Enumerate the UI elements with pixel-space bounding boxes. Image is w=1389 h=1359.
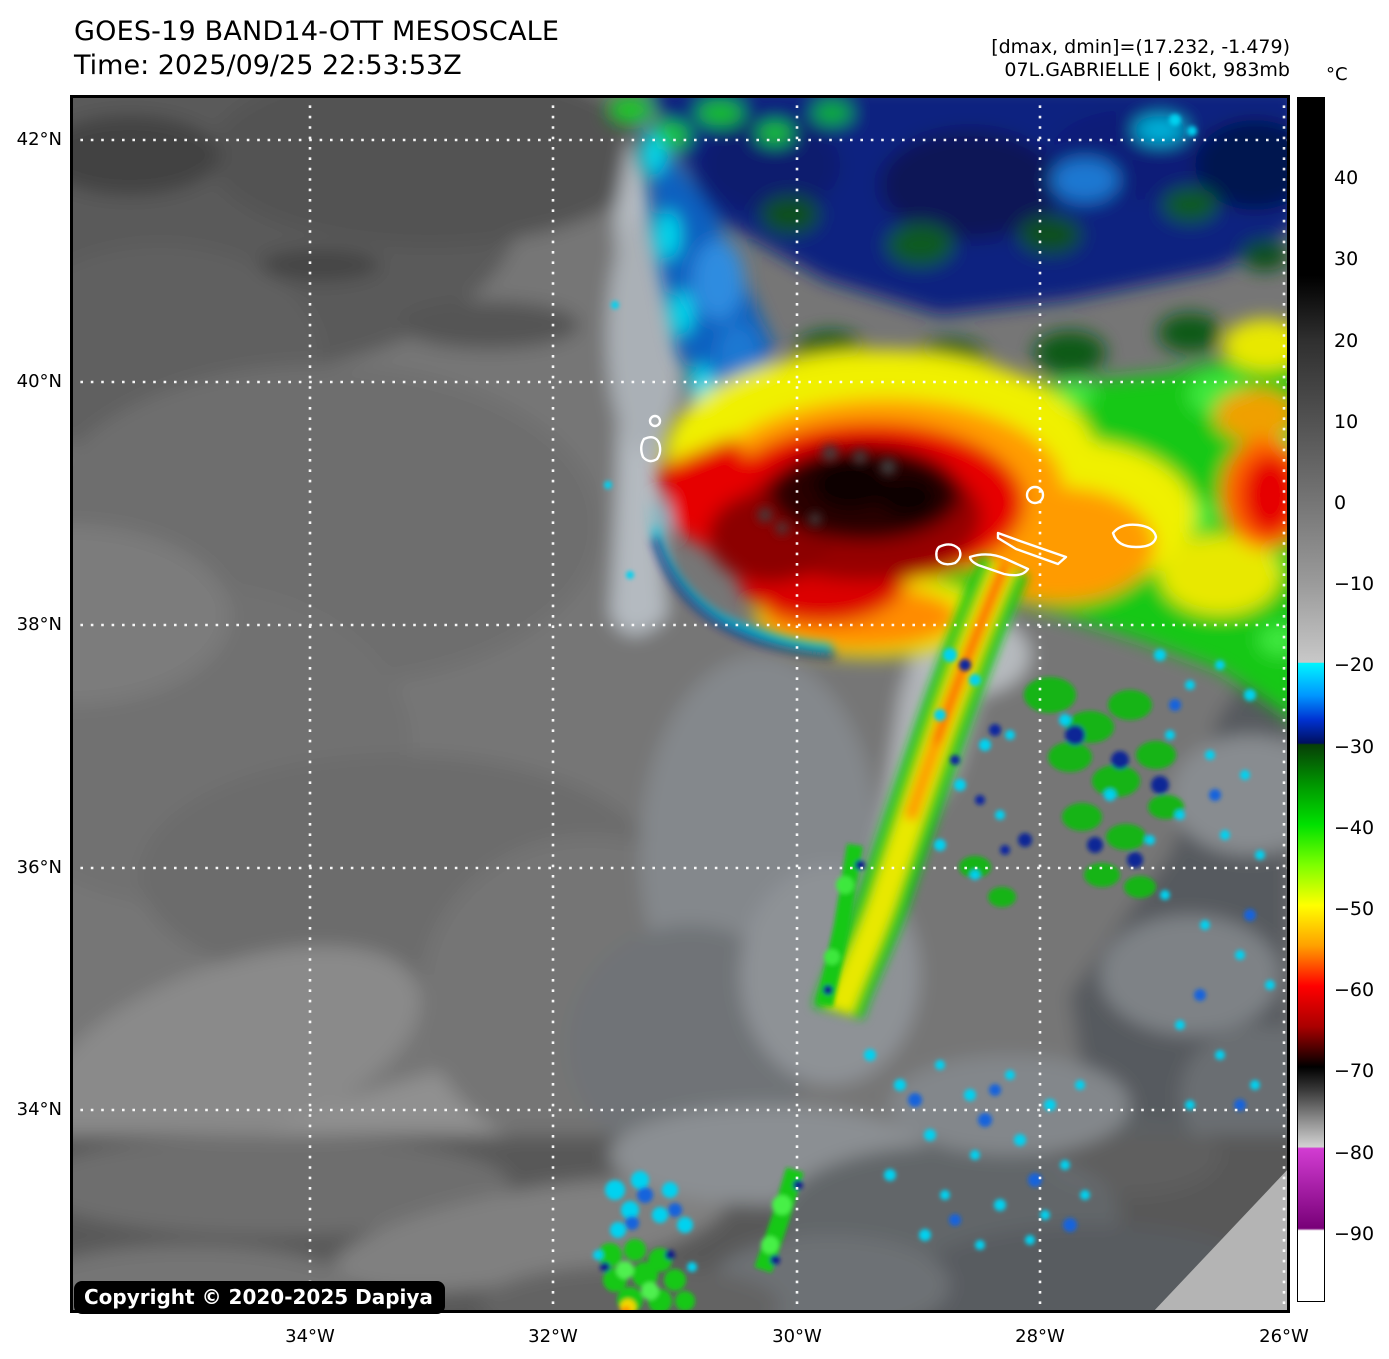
cb-tick-m50: −50 <box>1334 898 1375 920</box>
cb-tick-10: 10 <box>1334 411 1359 433</box>
storm-label: 07L.GABRIELLE | 60kt, 983mb <box>1004 59 1290 81</box>
cb-tick-m40: −40 <box>1334 817 1375 839</box>
coastline-outlines <box>640 414 1158 577</box>
copyright-badge: Copyright © 2020-2025 Dapiya <box>74 1281 445 1314</box>
cb-tick-m80: −80 <box>1334 1142 1375 1164</box>
lon-tick-28w: 28°W <box>1015 1326 1065 1347</box>
dmax-dmin-readout: [dmax, dmin]=(17.232, -1.479) <box>991 36 1290 58</box>
cb-tick-20: 20 <box>1334 330 1359 352</box>
cb-tick-m90: −90 <box>1334 1223 1375 1245</box>
cb-tick-m10: −10 <box>1334 573 1375 595</box>
lon-tick-32w: 32°W <box>528 1326 578 1347</box>
cb-tick-m70: −70 <box>1334 1060 1375 1082</box>
lat-tick-36n: 36°N <box>16 857 62 878</box>
no-data-wedge <box>1154 1170 1287 1310</box>
colorbar-unit-label: °C <box>1326 64 1348 85</box>
cb-tick-m20: −20 <box>1334 654 1375 676</box>
cb-tick-30: 30 <box>1334 248 1359 270</box>
timestamp: Time: 2025/09/25 22:53:53Z <box>74 50 462 81</box>
lon-tick-30w: 30°W <box>772 1326 822 1347</box>
satellite-map <box>70 95 1290 1313</box>
cb-tick-m60: −60 <box>1334 979 1375 1001</box>
convective-cells <box>593 114 1275 1310</box>
satellite-image <box>73 98 1287 1310</box>
storm-core-details <box>651 445 1029 1021</box>
storm-cloud-canopy <box>608 98 1287 717</box>
page-title: GOES-19 BAND14-OTT MESOSCALE <box>74 16 560 47</box>
cb-tick-0: 0 <box>1334 492 1347 514</box>
cb-tick-m30: −30 <box>1334 736 1375 758</box>
cb-tick-40: 40 <box>1334 167 1359 189</box>
temperature-colorbar <box>1297 97 1325 1302</box>
lat-tick-38n: 38°N <box>16 614 62 635</box>
lat-tick-40n: 40°N <box>16 371 62 392</box>
lon-tick-34w: 34°W <box>285 1326 335 1347</box>
lon-tick-26w: 26°W <box>1259 1326 1309 1347</box>
lat-tick-34n: 34°N <box>16 1099 62 1120</box>
lat-tick-42n: 42°N <box>16 129 62 150</box>
